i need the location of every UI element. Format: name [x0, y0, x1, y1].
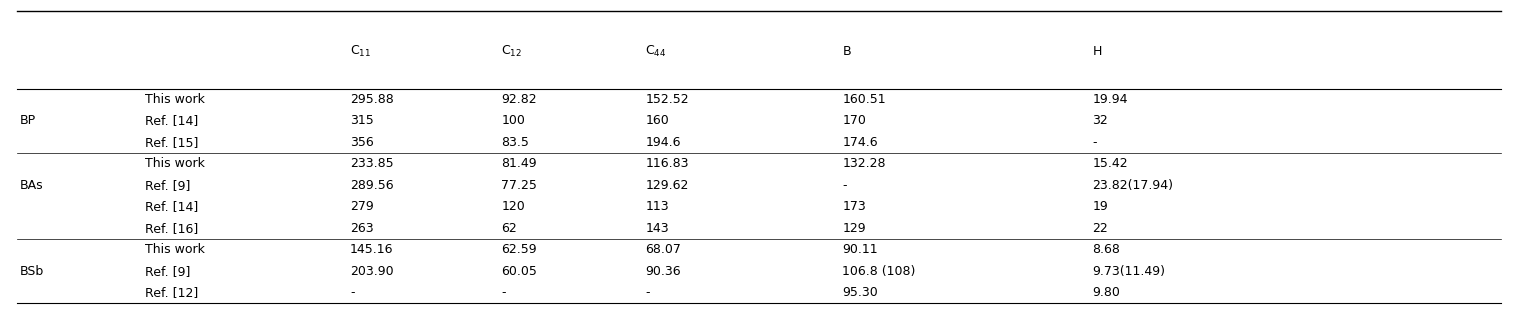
Text: 32: 32	[1093, 114, 1108, 127]
Text: 106.8 (108): 106.8 (108)	[842, 265, 915, 278]
Text: H: H	[1093, 45, 1102, 58]
Text: 116.83: 116.83	[645, 157, 689, 170]
Text: 23.82(17.94): 23.82(17.94)	[1093, 179, 1173, 192]
Text: 90.11: 90.11	[842, 243, 877, 256]
Text: This work: This work	[146, 243, 205, 256]
Text: 295.88: 295.88	[349, 93, 393, 106]
Text: 263: 263	[349, 222, 373, 235]
Text: This work: This work	[146, 93, 205, 106]
Text: Ref. [9]: Ref. [9]	[146, 265, 191, 278]
Text: 19: 19	[1093, 200, 1108, 213]
Text: 173: 173	[842, 200, 867, 213]
Text: 203.90: 203.90	[349, 265, 393, 278]
Text: BAs: BAs	[20, 179, 43, 192]
Text: -: -	[1093, 136, 1098, 149]
Text: Ref. [15]: Ref. [15]	[146, 136, 199, 149]
Text: 160: 160	[645, 114, 669, 127]
Text: 315: 315	[349, 114, 373, 127]
Text: 83.5: 83.5	[501, 136, 530, 149]
Text: BP: BP	[20, 114, 36, 127]
Text: 120: 120	[501, 200, 525, 213]
Text: 160.51: 160.51	[842, 93, 887, 106]
Text: -: -	[645, 286, 650, 299]
Text: 15.42: 15.42	[1093, 157, 1128, 170]
Text: 100: 100	[501, 114, 525, 127]
Text: 170: 170	[842, 114, 867, 127]
Text: 19.94: 19.94	[1093, 93, 1128, 106]
Text: 129.62: 129.62	[645, 179, 689, 192]
Text: 152.52: 152.52	[645, 93, 689, 106]
Text: 129: 129	[842, 222, 865, 235]
Text: B: B	[842, 45, 852, 58]
Text: 92.82: 92.82	[501, 93, 537, 106]
Text: BSb: BSb	[20, 265, 44, 278]
Text: -: -	[501, 286, 505, 299]
Text: 22: 22	[1093, 222, 1108, 235]
Text: 174.6: 174.6	[842, 136, 877, 149]
Text: 8.68: 8.68	[1093, 243, 1120, 256]
Text: 194.6: 194.6	[645, 136, 682, 149]
Text: 279: 279	[349, 200, 373, 213]
Text: 233.85: 233.85	[349, 157, 393, 170]
Text: -: -	[349, 286, 354, 299]
Text: 62.59: 62.59	[501, 243, 537, 256]
Text: 62: 62	[501, 222, 518, 235]
Text: 132.28: 132.28	[842, 157, 887, 170]
Text: Ref. [14]: Ref. [14]	[146, 114, 199, 127]
Text: 60.05: 60.05	[501, 265, 537, 278]
Text: 95.30: 95.30	[842, 286, 877, 299]
Text: C$_{12}$: C$_{12}$	[501, 44, 522, 59]
Text: C$_{11}$: C$_{11}$	[349, 44, 370, 59]
Text: 81.49: 81.49	[501, 157, 537, 170]
Text: 90.36: 90.36	[645, 265, 682, 278]
Text: Ref. [9]: Ref. [9]	[146, 179, 191, 192]
Text: 9.73(11.49): 9.73(11.49)	[1093, 265, 1166, 278]
Text: 143: 143	[645, 222, 669, 235]
Text: 356: 356	[349, 136, 373, 149]
Text: 145.16: 145.16	[349, 243, 393, 256]
Text: -: -	[842, 179, 847, 192]
Text: 77.25: 77.25	[501, 179, 537, 192]
Text: 289.56: 289.56	[349, 179, 393, 192]
Text: This work: This work	[146, 157, 205, 170]
Text: Ref. [14]: Ref. [14]	[146, 200, 199, 213]
Text: C$_{44}$: C$_{44}$	[645, 44, 666, 59]
Text: 113: 113	[645, 200, 669, 213]
Text: Ref. [16]: Ref. [16]	[146, 222, 199, 235]
Text: 68.07: 68.07	[645, 243, 682, 256]
Text: Ref. [12]: Ref. [12]	[146, 286, 199, 299]
Text: 9.80: 9.80	[1093, 286, 1120, 299]
